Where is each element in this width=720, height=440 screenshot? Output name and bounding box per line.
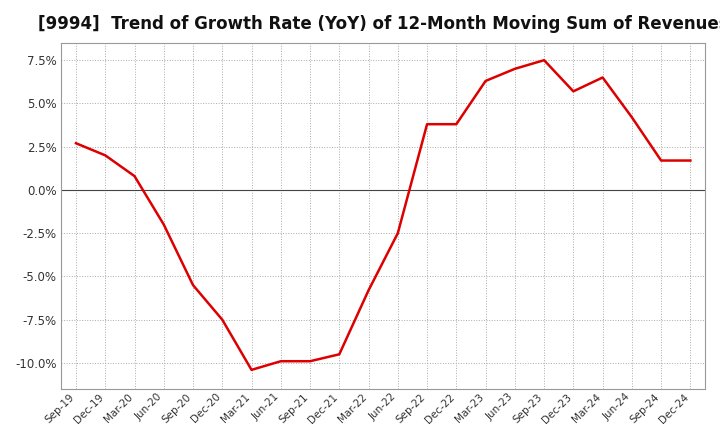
Title: [9994]  Trend of Growth Rate (YoY) of 12-Month Moving Sum of Revenues: [9994] Trend of Growth Rate (YoY) of 12-… [38,15,720,33]
